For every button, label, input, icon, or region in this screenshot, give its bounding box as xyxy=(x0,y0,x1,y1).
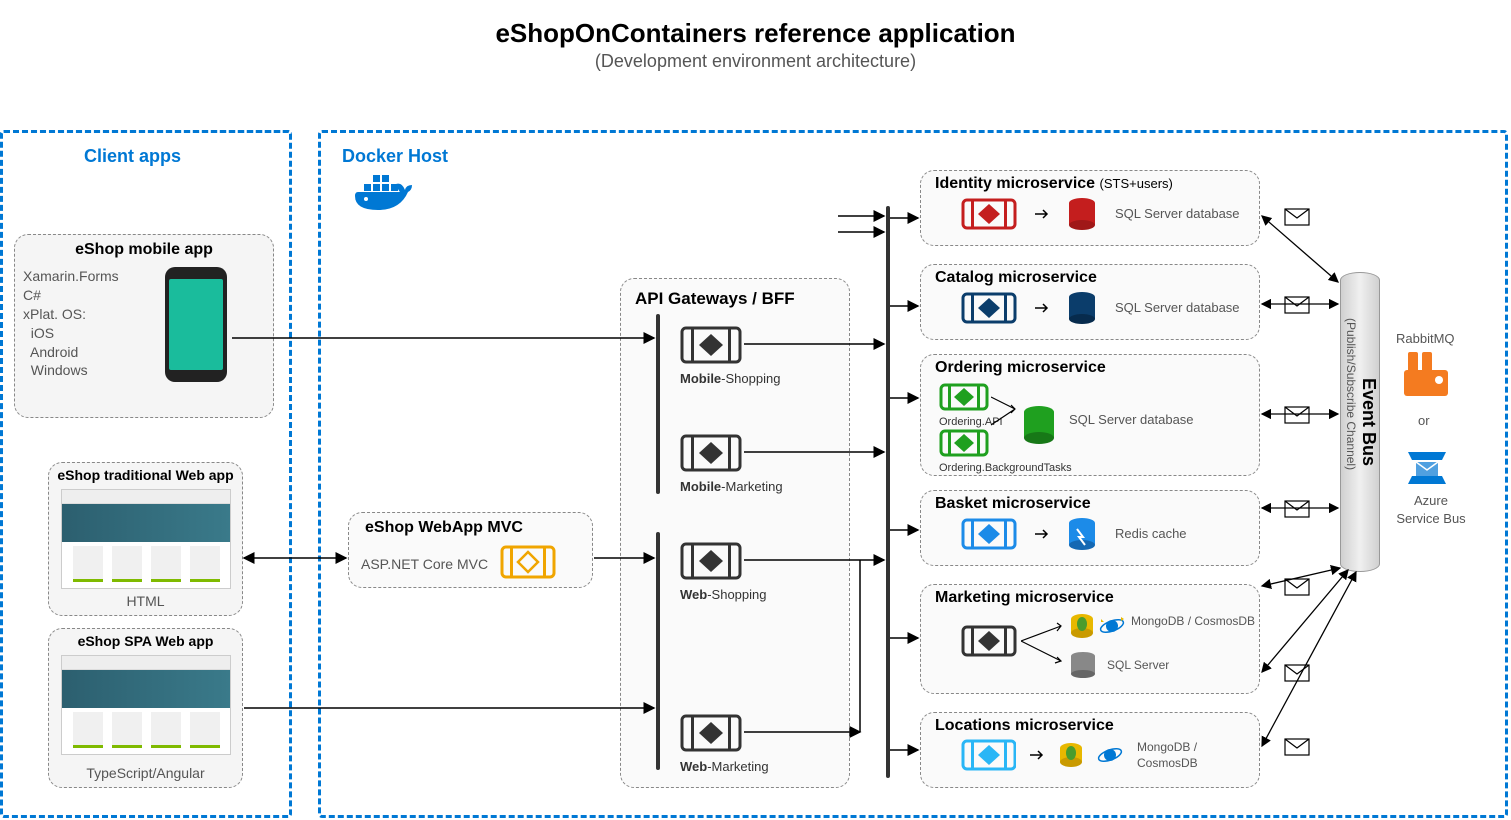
rabbitmq-icon xyxy=(1404,352,1448,396)
docker-host-label: Docker Host xyxy=(342,146,448,167)
gateway-item-2: Web-Shopping xyxy=(680,542,767,602)
locations-box: Locations microservice MongoDB / CosmosD… xyxy=(920,712,1260,788)
mvc-title: eShop WebApp MVC xyxy=(365,519,592,537)
gateway-item-1: Mobile-Marketing xyxy=(680,434,783,494)
mobile-app-box: eShop mobile app Xamarin.Forms C# xPlat.… xyxy=(14,234,274,418)
event-bus-sublabel: (Publish/Subscribe Channel) xyxy=(1344,318,1358,470)
mobile-tech: Xamarin.Forms C# xPlat. OS: iOS Android … xyxy=(23,267,119,380)
gateway-bar-1 xyxy=(656,314,660,494)
basket-box: Basket microservice Redis cache xyxy=(920,490,1260,566)
identity-box: Identity microservice (STS+users) SQL Se… xyxy=(920,170,1260,246)
event-bus-label: Event Bus xyxy=(1358,378,1379,466)
azure-bus-icon xyxy=(1406,450,1448,486)
identity-bar xyxy=(886,206,890,246)
page-subtitle: (Development environment architecture) xyxy=(0,51,1511,72)
gateway-bar-2 xyxy=(656,532,660,770)
spa-title: eShop SPA Web app xyxy=(49,633,242,649)
envelope-icon xyxy=(1284,664,1310,682)
gateway-item-3: Web-Marketing xyxy=(680,714,769,774)
mvc-tech: ASP.NET Core MVC xyxy=(361,555,488,574)
marketing-box: Marketing microservice MongoDB / CosmosD… xyxy=(920,584,1260,694)
catalog-box: Catalog microservice SQL Server database xyxy=(920,264,1260,340)
mvc-box: eShop WebApp MVC ASP.NET Core MVC xyxy=(348,512,593,588)
ordering-box: Ordering microservice Ordering.API Order… xyxy=(920,354,1260,476)
envelope-icon xyxy=(1284,296,1310,314)
browser-mockup-2 xyxy=(61,655,231,755)
envelope-icon xyxy=(1284,500,1310,518)
browser-mockup-1 xyxy=(61,489,231,589)
envelope-icon xyxy=(1284,406,1310,424)
or-label: or xyxy=(1418,412,1430,430)
client-apps-label: Client apps xyxy=(84,146,181,167)
gateway-item-0: Mobile-Shopping xyxy=(680,326,780,386)
azure-bus-label: Azure Service Bus xyxy=(1396,492,1466,527)
envelope-icon xyxy=(1284,208,1310,226)
spa-footer: TypeScript/Angular xyxy=(49,764,242,783)
envelope-icon xyxy=(1284,738,1310,756)
phone-mockup xyxy=(165,267,227,382)
microservices-bar xyxy=(886,208,890,778)
spa-web-box: eShop SPA Web app TypeScript/Angular xyxy=(48,628,243,788)
mvc-container-icon xyxy=(500,545,556,584)
rabbitmq-label: RabbitMQ xyxy=(1396,330,1455,348)
mobile-app-title: eShop mobile app xyxy=(15,241,273,259)
gateways-title: API Gateways / BFF xyxy=(635,289,849,309)
envelope-icon xyxy=(1284,578,1310,596)
docker-whale-icon xyxy=(350,170,420,216)
docker-host-region xyxy=(318,130,1508,818)
traditional-title: eShop traditional Web app xyxy=(49,467,242,483)
traditional-footer: HTML xyxy=(49,592,242,611)
traditional-web-box: eShop traditional Web app HTML xyxy=(48,462,243,616)
page-title: eShopOnContainers reference application xyxy=(0,18,1511,49)
